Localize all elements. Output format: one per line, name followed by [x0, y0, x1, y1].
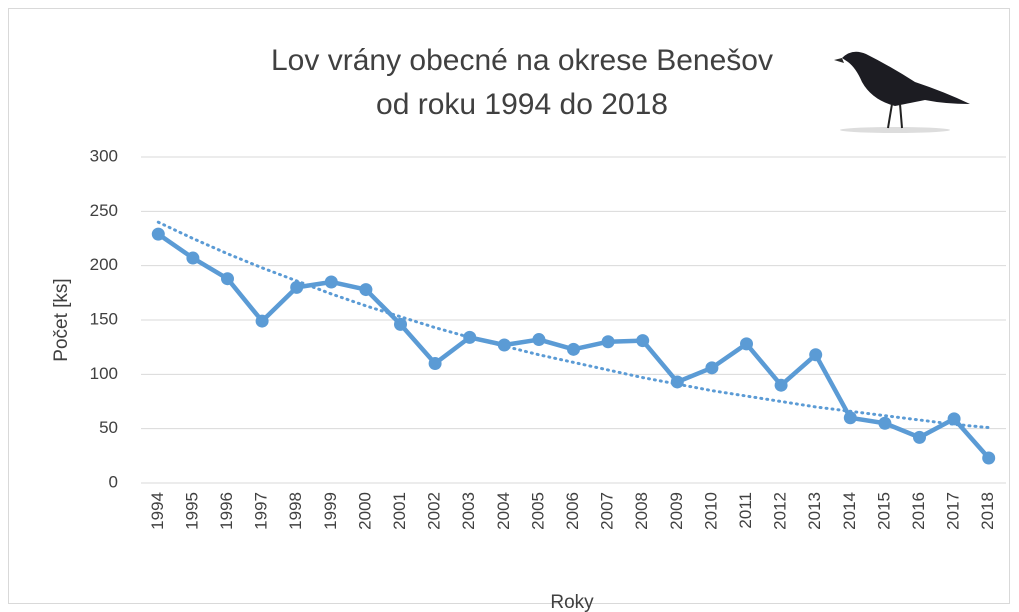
x-tick-label: 1996: [217, 492, 236, 530]
x-tick-label: 1999: [321, 492, 340, 530]
data-point: [602, 335, 615, 348]
x-tick-label: 2018: [978, 492, 997, 530]
x-axis-label: Roky: [550, 592, 594, 612]
x-tick-label: 1995: [182, 492, 201, 530]
data-point: [878, 417, 891, 430]
data-point: [394, 318, 407, 331]
y-tick-label: 100: [90, 364, 118, 383]
data-point: [809, 348, 822, 361]
data-point: [532, 333, 545, 346]
x-tick-label: 2017: [944, 492, 963, 530]
data-point: [982, 452, 995, 465]
chart: Lov vrány obecné na okrese Benešov od ro…: [0, 0, 1019, 612]
x-tick-label: 2005: [528, 492, 547, 530]
chart-title: Lov vrány obecné na okrese Benešov: [271, 44, 773, 77]
data-point: [325, 275, 338, 288]
x-tick-label: 1998: [286, 492, 305, 530]
x-tick-label: 2000: [355, 492, 374, 530]
data-point: [429, 357, 442, 370]
data-point: [359, 283, 372, 296]
data-point: [221, 272, 234, 285]
y-tick-label: 200: [90, 255, 118, 274]
x-tick-label: 2003: [459, 492, 478, 530]
data-point: [740, 337, 753, 350]
data-point: [705, 361, 718, 374]
x-tick-label: 2002: [425, 492, 444, 530]
data-point: [671, 375, 684, 388]
y-tick-label: 50: [99, 418, 118, 437]
x-tick-label: 2007: [598, 492, 617, 530]
x-tick-label: 2009: [667, 492, 686, 530]
data-point: [186, 252, 199, 265]
y-tick-label: 300: [90, 146, 118, 165]
y-tick-label: 150: [90, 309, 118, 328]
data-point: [256, 315, 269, 328]
data-point: [463, 331, 476, 344]
data-point: [844, 411, 857, 424]
x-tick-label: 2012: [771, 492, 790, 530]
data-point: [913, 431, 926, 444]
x-tick-label: 2010: [701, 492, 720, 530]
y-tick-label: 250: [90, 201, 118, 220]
data-point: [498, 338, 511, 351]
data-point: [948, 412, 961, 425]
x-tick-label: 1997: [252, 492, 271, 530]
data-point: [636, 334, 649, 347]
x-tick-label: 2006: [563, 492, 582, 530]
y-tick-label: 0: [109, 472, 118, 491]
data-point: [152, 228, 165, 241]
data-point: [290, 281, 303, 294]
x-tick-label: 2001: [390, 492, 409, 530]
x-tick-label: 2015: [874, 492, 893, 530]
x-tick-label: 2011: [736, 492, 755, 529]
x-tick-label: 2004: [494, 492, 513, 530]
x-tick-label: 2008: [632, 492, 651, 530]
x-tick-label: 2014: [840, 492, 859, 530]
x-tick-label: 2016: [909, 492, 928, 530]
data-point: [567, 343, 580, 356]
chart-title: od roku 1994 do 2018: [376, 88, 668, 121]
x-tick-label: 1994: [148, 492, 167, 530]
x-tick-label: 2013: [805, 492, 824, 530]
y-axis-label: Počet [ks]: [51, 278, 72, 361]
data-point: [775, 379, 788, 392]
